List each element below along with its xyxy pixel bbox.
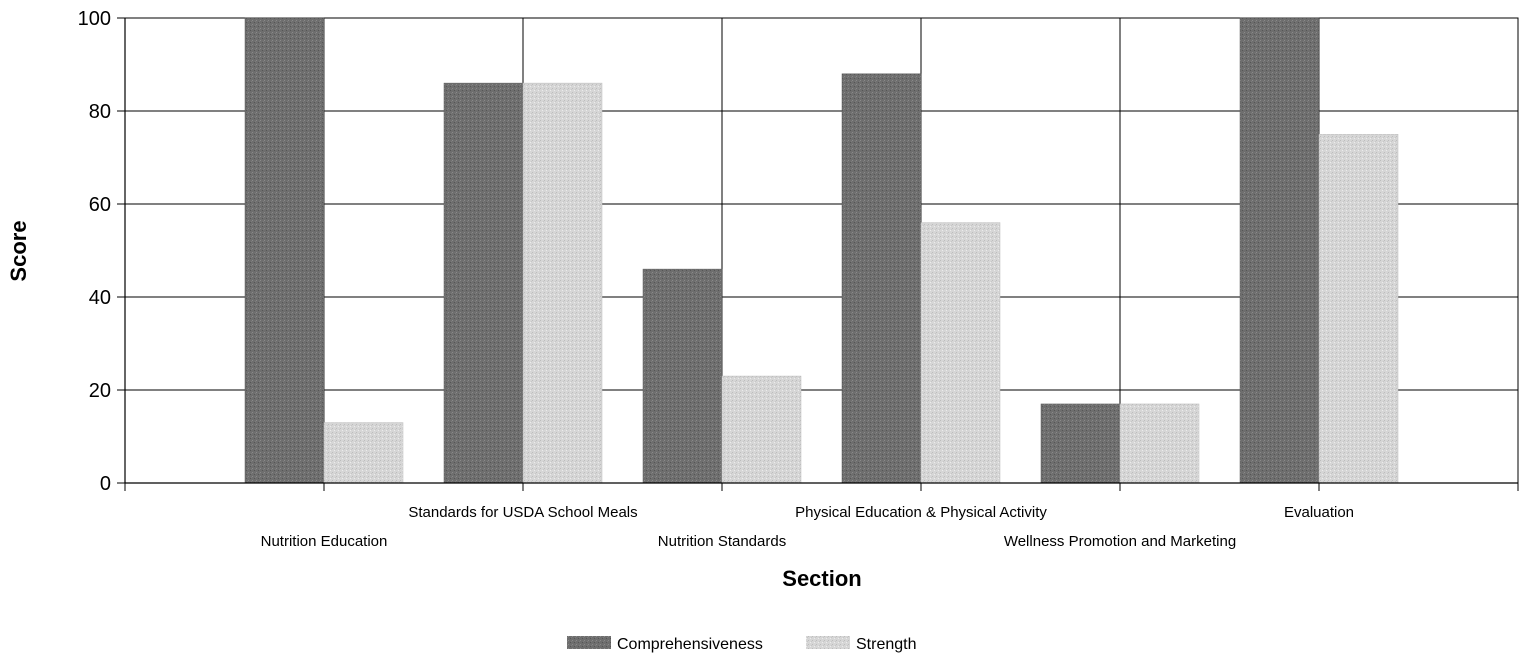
bar-strength	[323, 422, 404, 484]
bar-strength	[1119, 403, 1200, 484]
bar-comprehensiveness	[841, 73, 922, 484]
category-label: Standards for USDA School Meals	[408, 504, 637, 521]
legend: Comprehensiveness Strength	[567, 636, 916, 653]
bar-strength	[522, 82, 603, 484]
axes	[117, 17, 1519, 491]
y-tick-label: 80	[89, 101, 111, 123]
x-axis-title: Section	[782, 566, 861, 591]
legend-label-comprehensiveness: Comprehensiveness	[617, 636, 763, 653]
bar-strength	[920, 222, 1001, 484]
bars	[244, 17, 1399, 484]
labels: 0 20 40 60 80 100 Nutrition Education Standards…	[78, 8, 1354, 550]
category-label: Nutrition Standards	[658, 533, 786, 550]
bar-strength	[1318, 134, 1399, 484]
legend-swatch-comprehensiveness	[567, 636, 611, 649]
category-label: Nutrition Education	[261, 533, 388, 550]
y-tick-label: 20	[89, 380, 111, 402]
category-label: Wellness Promotion and Marketing	[1004, 533, 1236, 550]
category-label: Evaluation	[1284, 504, 1354, 521]
bar-comprehensiveness	[1239, 17, 1320, 484]
bar-comprehensiveness	[244, 17, 325, 484]
legend-swatch-strength	[806, 636, 850, 649]
bar-comprehensiveness	[642, 268, 723, 484]
bar-comprehensiveness	[1040, 403, 1121, 484]
bar-comprehensiveness	[443, 82, 524, 484]
y-axis-title: Score	[6, 220, 31, 281]
y-tick-label: 40	[89, 287, 111, 309]
y-tick-label: 60	[89, 194, 111, 216]
bar-strength	[721, 375, 802, 484]
category-label: Physical Education & Physical Activity	[795, 504, 1047, 521]
y-tick-label: 0	[100, 473, 111, 495]
y-tick-label: 100	[78, 8, 111, 30]
legend-label-strength: Strength	[856, 636, 916, 653]
